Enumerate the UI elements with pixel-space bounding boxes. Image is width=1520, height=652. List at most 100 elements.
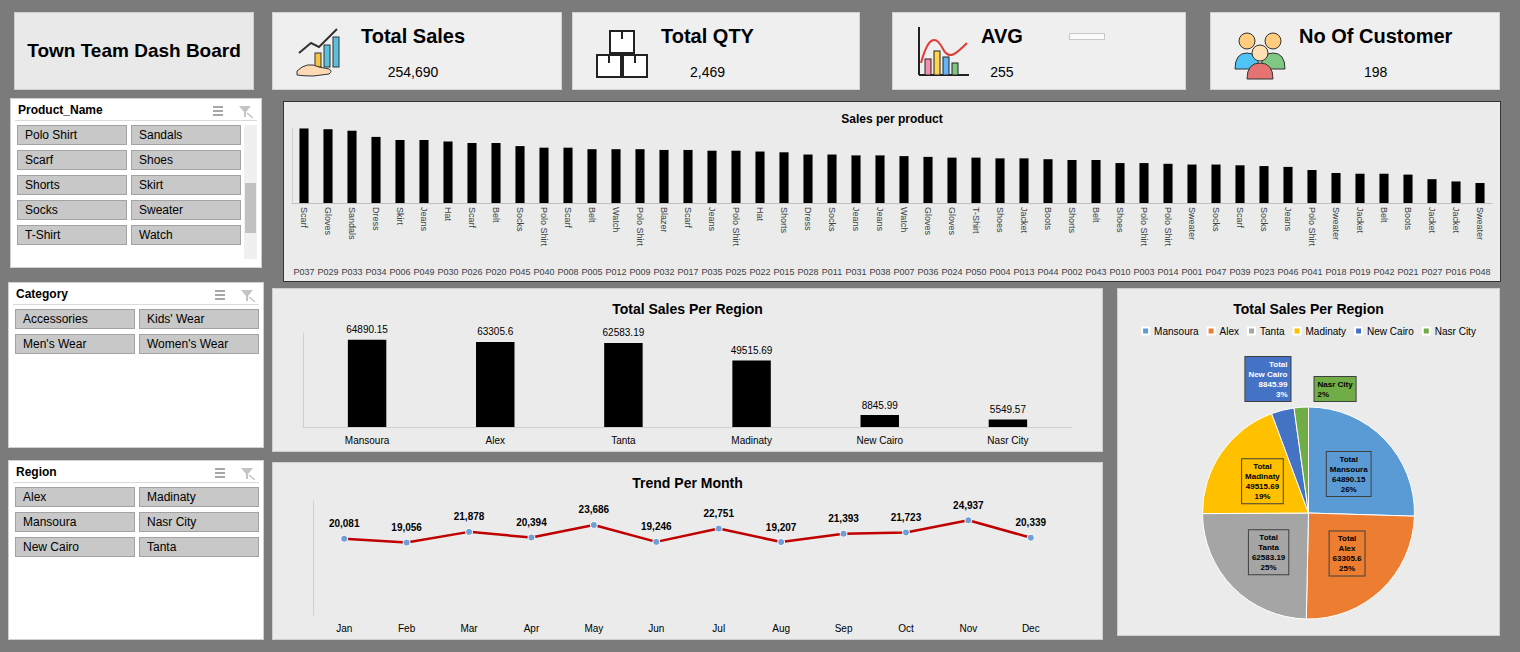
svg-text:25%: 25% <box>1339 564 1355 573</box>
svg-text:T-Shirt: T-Shirt <box>971 207 981 234</box>
svg-text:63305.6: 63305.6 <box>477 326 514 337</box>
svg-text:P043: P043 <box>1085 267 1106 277</box>
svg-text:P038: P038 <box>869 267 890 277</box>
svg-text:21,723: 21,723 <box>891 512 922 523</box>
svg-text:P049: P049 <box>413 267 434 277</box>
svg-text:Polo Shirt: Polo Shirt <box>635 207 645 247</box>
svg-text:P041: P041 <box>1301 267 1322 277</box>
svg-text:Alex: Alex <box>1220 326 1239 337</box>
svg-text:Jeans: Jeans <box>875 207 885 232</box>
svg-text:Skirt: Skirt <box>395 207 405 225</box>
svg-text:49515.69: 49515.69 <box>731 345 773 356</box>
svg-text:Jacket: Jacket <box>1427 207 1437 234</box>
svg-text:Sep: Sep <box>835 623 853 634</box>
svg-text:P036: P036 <box>917 267 938 277</box>
svg-text:Aug: Aug <box>772 623 790 634</box>
svg-text:Mansoura: Mansoura <box>1154 326 1199 337</box>
svg-text:P037: P037 <box>293 267 314 277</box>
svg-text:25%: 25% <box>1261 563 1277 572</box>
svg-text:63305.6: 63305.6 <box>1333 554 1362 563</box>
svg-text:P042: P042 <box>1373 267 1394 277</box>
svg-text:P045: P045 <box>509 267 530 277</box>
svg-text:P020: P020 <box>485 267 506 277</box>
svg-text:Nasr City: Nasr City <box>1318 380 1354 389</box>
svg-text:Sandals: Sandals <box>347 207 357 240</box>
svg-text:Sweater: Sweater <box>1475 207 1485 240</box>
svg-text:P025: P025 <box>725 267 746 277</box>
svg-text:P002: P002 <box>1061 267 1082 277</box>
svg-text:Gloves: Gloves <box>947 207 957 236</box>
svg-text:P015: P015 <box>773 267 794 277</box>
svg-text:P017: P017 <box>677 267 698 277</box>
svg-text:Scarf: Scarf <box>683 207 693 229</box>
svg-text:24,937: 24,937 <box>953 500 984 511</box>
svg-text:19,056: 19,056 <box>391 522 422 533</box>
svg-text:Watch: Watch <box>611 207 621 232</box>
svg-text:Hat: Hat <box>755 207 765 222</box>
svg-text:Shoes: Shoes <box>1115 207 1125 233</box>
svg-text:Polo Shirt: Polo Shirt <box>539 207 549 247</box>
svg-text:8845.99: 8845.99 <box>862 400 899 411</box>
svg-text:P033: P033 <box>341 267 362 277</box>
svg-text:P034: P034 <box>365 267 386 277</box>
svg-text:Mansoura: Mansoura <box>1330 465 1368 474</box>
svg-text:P024: P024 <box>941 267 962 277</box>
svg-text:Total: Total <box>1253 462 1272 471</box>
svg-text:P003: P003 <box>1133 267 1154 277</box>
svg-text:Hat: Hat <box>443 207 453 222</box>
svg-text:Watch: Watch <box>899 207 909 232</box>
svg-text:Scarf: Scarf <box>299 207 309 229</box>
svg-text:19,246: 19,246 <box>641 521 672 532</box>
svg-text:5549.57: 5549.57 <box>990 404 1027 415</box>
svg-text:Tanta: Tanta <box>611 435 636 446</box>
svg-text:P022: P022 <box>749 267 770 277</box>
svg-text:20,394: 20,394 <box>516 517 547 528</box>
svg-text:Belt: Belt <box>491 207 501 223</box>
svg-text:Sweater: Sweater <box>1187 207 1197 240</box>
svg-text:P028: P028 <box>797 267 818 277</box>
svg-text:Oct: Oct <box>898 623 914 634</box>
svg-text:Alex: Alex <box>486 435 505 446</box>
svg-text:20,339: 20,339 <box>1015 517 1046 528</box>
svg-text:Total Sales Per Region: Total Sales Per Region <box>612 301 763 317</box>
svg-text:P040: P040 <box>533 267 554 277</box>
svg-text:P039: P039 <box>1229 267 1250 277</box>
svg-text:Shorts: Shorts <box>779 207 789 234</box>
svg-text:Socks: Socks <box>1211 207 1221 232</box>
svg-text:P014: P014 <box>1157 267 1178 277</box>
svg-text:Belt: Belt <box>587 207 597 223</box>
svg-text:Total: Total <box>1338 534 1357 543</box>
svg-text:Mansoura: Mansoura <box>345 435 390 446</box>
svg-text:22,751: 22,751 <box>703 508 734 519</box>
svg-text:Trend Per Month: Trend Per Month <box>632 475 742 491</box>
svg-text:Jan: Jan <box>336 623 352 634</box>
svg-text:P048: P048 <box>1469 267 1490 277</box>
svg-text:P047: P047 <box>1205 267 1226 277</box>
svg-text:Total: Total <box>1339 455 1358 464</box>
svg-text:P018: P018 <box>1325 267 1346 277</box>
svg-text:Nasr City: Nasr City <box>1435 326 1476 337</box>
svg-text:Polo Shirt: Polo Shirt <box>1163 207 1173 247</box>
svg-text:Belt: Belt <box>1091 207 1101 223</box>
svg-text:P050: P050 <box>965 267 986 277</box>
svg-text:Total: Total <box>1259 533 1278 542</box>
svg-text:P005: P005 <box>581 267 602 277</box>
svg-text:Boots: Boots <box>1043 207 1053 231</box>
svg-text:Jeans: Jeans <box>851 207 861 232</box>
svg-text:May: May <box>584 623 603 634</box>
svg-text:Polo Shirt: Polo Shirt <box>1307 207 1317 247</box>
svg-text:P008: P008 <box>557 267 578 277</box>
svg-text:Jeans: Jeans <box>707 207 717 232</box>
svg-text:Nov: Nov <box>959 623 977 634</box>
svg-text:Dress: Dress <box>371 207 381 231</box>
svg-text:64890.15: 64890.15 <box>346 324 388 335</box>
svg-text:Shoes: Shoes <box>995 207 1005 233</box>
svg-text:P010: P010 <box>1109 267 1130 277</box>
svg-text:Socks: Socks <box>827 207 837 232</box>
svg-text:P004: P004 <box>989 267 1010 277</box>
svg-text:P021: P021 <box>1397 267 1418 277</box>
svg-text:P012: P012 <box>605 267 626 277</box>
svg-text:P006: P006 <box>389 267 410 277</box>
svg-text:Feb: Feb <box>398 623 416 634</box>
svg-text:P026: P026 <box>461 267 482 277</box>
